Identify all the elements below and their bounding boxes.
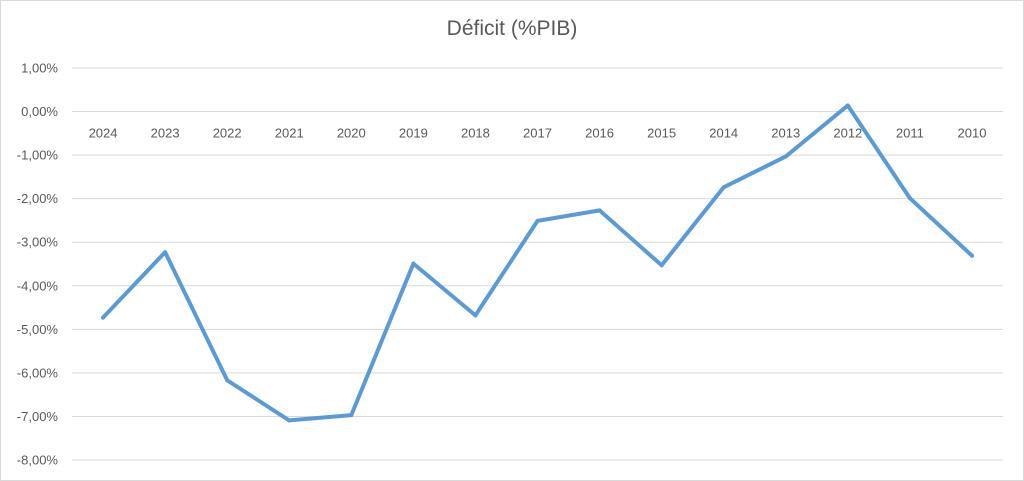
data-series [101,103,974,423]
y-tick-label: -8,00% [17,453,59,468]
data-point [597,208,602,213]
data-point [907,196,912,201]
data-point [969,253,974,258]
chart-title: Déficit (%PIB) [446,17,578,40]
x-tick-label: 2023 [151,126,180,141]
x-tick-label: 2012 [833,126,862,141]
data-point [349,413,354,418]
data-point [287,418,292,423]
x-tick-label: 2022 [213,126,242,141]
x-axis-tick-labels: 2024 2023 2022 2021 2020 2019 2018 2017 2016 2015… [89,126,987,141]
data-point [659,263,664,268]
data-point [783,154,788,159]
data-point [845,103,850,108]
data-point [721,185,726,190]
x-tick-label: 2020 [337,126,366,141]
x-tick-label: 2013 [771,126,800,141]
y-tick-label: -6,00% [17,365,59,380]
data-point [473,313,478,318]
y-tick-label: 0,00% [21,104,58,119]
data-point [535,218,540,223]
y-tick-label: -2,00% [17,191,59,206]
x-tick-label: 2018 [461,126,490,141]
data-point [411,261,416,266]
x-tick-label: 2016 [585,126,614,141]
y-tick-label: -3,00% [17,235,59,250]
x-tick-label: 2010 [958,126,987,141]
y-tick-label: -7,00% [17,409,59,424]
x-tick-label: 2024 [89,126,118,141]
x-tick-label: 2011 [896,126,924,141]
data-point [101,315,106,320]
x-tick-label: 2017 [523,126,552,141]
data-point [225,378,230,383]
gridlines [72,67,1003,461]
y-tick-label: -1,00% [17,148,59,163]
y-tick-label: 1,00% [21,61,58,76]
y-axis-tick-labels: 1,00% 0,00% -1,00% -2,00% -3,00% -4,00% -5,00%… [17,61,59,468]
x-tick-label: 2015 [647,126,676,141]
x-tick-label: 2021 [275,126,304,141]
x-tick-label: 2014 [709,126,738,141]
y-tick-label: -4,00% [17,278,59,293]
x-tick-label: 2019 [399,126,428,141]
data-point [163,250,168,255]
y-tick-label: -5,00% [17,322,59,337]
